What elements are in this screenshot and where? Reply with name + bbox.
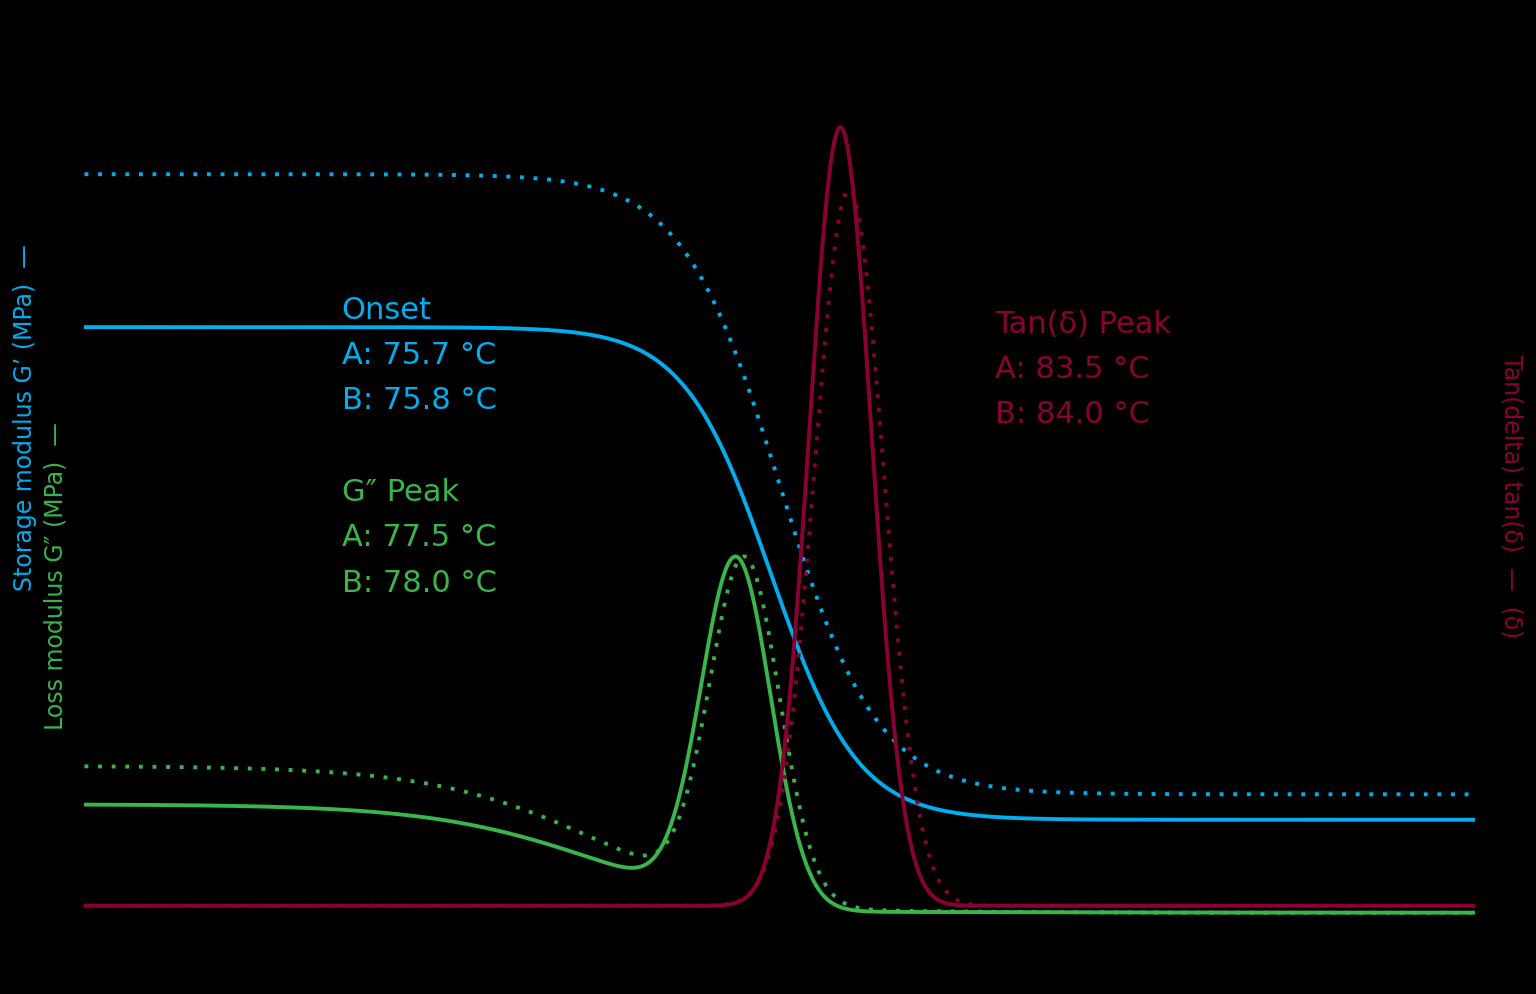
Text: G″ Peak
A: 77.5 °C
B: 78.0 °C: G″ Peak A: 77.5 °C B: 78.0 °C (341, 478, 496, 597)
Text: Loss modulus G″ (MPa)  —: Loss modulus G″ (MPa) — (43, 422, 68, 731)
Text: Tan(delta) tan(δ)  —  (δ): Tan(delta) tan(δ) — (δ) (1499, 356, 1524, 638)
Text: Onset
A: 75.7 °C
B: 75.8 °C: Onset A: 75.7 °C B: 75.8 °C (341, 296, 496, 415)
Text: Tan(δ) Peak
A: 83.5 °C
B: 84.0 °C: Tan(δ) Peak A: 83.5 °C B: 84.0 °C (995, 310, 1170, 429)
Text: Storage modulus G’ (MPa)  —: Storage modulus G’ (MPa) — (12, 245, 37, 590)
